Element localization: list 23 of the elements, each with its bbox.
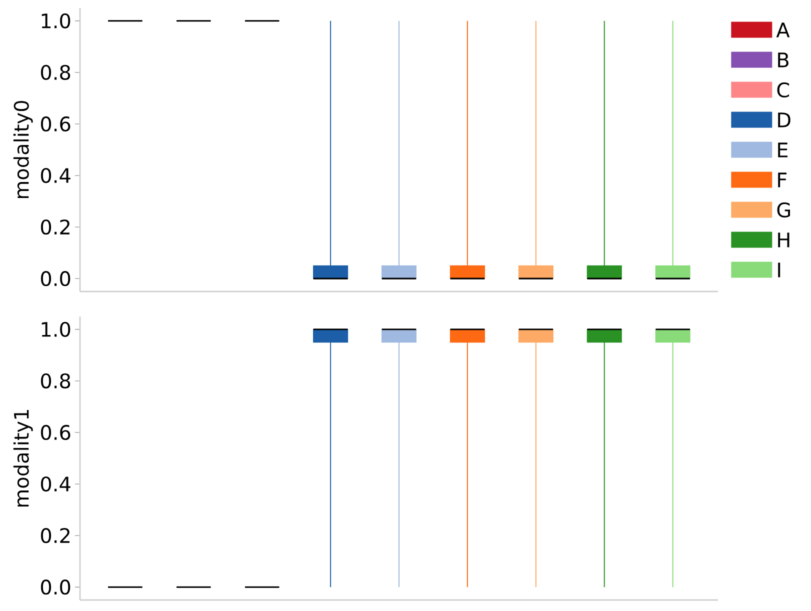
legend-label: F bbox=[778, 172, 786, 188]
y-tick-label: 0.2 bbox=[40, 528, 70, 544]
legend-label: I bbox=[778, 262, 780, 278]
legend-label: H bbox=[778, 232, 790, 248]
y-tick-label: 1.0 bbox=[42, 13, 70, 28]
y-tick-label: 0.6 bbox=[40, 424, 70, 440]
y-tick-label: 0.4 bbox=[40, 168, 70, 184]
y-tick-label: 0.2 bbox=[40, 220, 70, 235]
y-tick-label: 0.0 bbox=[40, 271, 70, 286]
y-tick-label: 0.8 bbox=[40, 373, 70, 388]
y-tick-label: 0.4 bbox=[40, 476, 70, 492]
y-tick-label: 1.0 bbox=[42, 322, 70, 337]
legend-label: E bbox=[778, 142, 788, 158]
legend-label: B bbox=[778, 52, 788, 68]
y-axis-title: modality0 bbox=[13, 100, 33, 198]
y-tick-label: 0.6 bbox=[40, 116, 70, 132]
y-axis-title: modality1 bbox=[13, 410, 33, 507]
y-tick-label: 0.0 bbox=[40, 580, 70, 595]
legend-label: G bbox=[777, 202, 790, 218]
y-tick-label: 0.8 bbox=[40, 64, 70, 80]
legend-label: D bbox=[778, 112, 790, 128]
legend-label: C bbox=[777, 82, 790, 98]
legend-label: A bbox=[776, 22, 790, 38]
